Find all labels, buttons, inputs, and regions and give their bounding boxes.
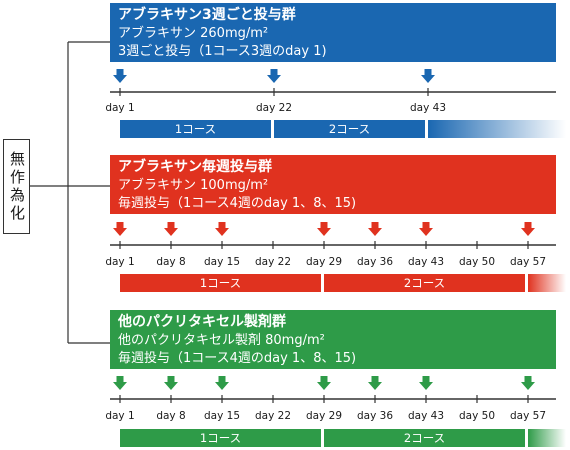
arm-schedule-line: 毎週投与（1コース4週のday 1、8、15) bbox=[118, 351, 357, 366]
arm-header-abraxane-q3w: アブラキサン3週ごと投与群 アブラキサン 260mg/m² 3週ごと投与（1コー… bbox=[110, 3, 556, 62]
dose-arrow-icon bbox=[317, 376, 331, 390]
tick-label: day 43 bbox=[408, 256, 444, 268]
tick-label: day 15 bbox=[204, 410, 240, 422]
tick-label: day 22 bbox=[255, 256, 291, 268]
dose-arrow-icon bbox=[164, 376, 178, 390]
tick-label: day 57 bbox=[510, 256, 546, 268]
tick-label: day 22 bbox=[255, 410, 291, 422]
arm-dose-line: アブラキサン 260mg/m² bbox=[118, 26, 269, 41]
dose-arrow-icon bbox=[113, 222, 127, 236]
tick-label: day 29 bbox=[306, 256, 342, 268]
tick-label: day 1 bbox=[105, 410, 134, 422]
randomization-box: 無作為化 bbox=[3, 139, 30, 234]
tick-label: day 8 bbox=[156, 256, 185, 268]
cycle-bar bbox=[324, 429, 525, 447]
arm-title: アブラキサン3週ごと投与群 bbox=[118, 7, 296, 23]
cycle-label: 2コース bbox=[329, 122, 370, 136]
tick-label: day 50 bbox=[459, 410, 495, 422]
tick-label: day 1 bbox=[105, 256, 134, 268]
arm-title: アブラキサン毎週投与群 bbox=[118, 159, 272, 175]
cycle-bar bbox=[120, 120, 271, 138]
dose-arrow-icon bbox=[215, 222, 229, 236]
cycle-label: 1コース bbox=[200, 276, 241, 290]
dose-arrow-icon bbox=[421, 69, 435, 83]
cycle-bar bbox=[274, 120, 425, 138]
dose-arrow-icon bbox=[521, 222, 535, 236]
dose-arrow-icon bbox=[113, 69, 127, 83]
dose-arrow-icon bbox=[164, 222, 178, 236]
dose-arrow-icon bbox=[317, 222, 331, 236]
tick-label: day 8 bbox=[156, 410, 185, 422]
tick-label: day 1 bbox=[105, 102, 134, 114]
dose-arrow-icon bbox=[368, 376, 382, 390]
dose-arrow-icon bbox=[267, 69, 281, 83]
cycle-label: 2コース bbox=[404, 276, 445, 290]
dose-arrow-icon bbox=[419, 376, 433, 390]
arm-dose-line: アブラキサン 100mg/m² bbox=[118, 178, 269, 193]
cycle-bar bbox=[120, 429, 321, 447]
arm-schedule-line: 毎週投与（1コース4週のday 1、8、15) bbox=[118, 196, 357, 211]
cycle-label: 2コース bbox=[404, 431, 445, 445]
continuation-bar bbox=[528, 429, 566, 447]
continuation-bar bbox=[528, 274, 566, 292]
tick-label: day 29 bbox=[306, 410, 342, 422]
arm-header-other-paclitaxel: 他のパクリタキセル製剤群 他のパクリタキセル製剤 80mg/m² 毎週投与（1コ… bbox=[110, 310, 556, 369]
arm-header-abraxane-weekly: アブラキサン毎週投与群 アブラキサン 100mg/m² 毎週投与（1コース4週の… bbox=[110, 155, 556, 214]
dose-arrow-icon bbox=[521, 376, 535, 390]
arm-dose-line: 他のパクリタキセル製剤 80mg/m² bbox=[118, 333, 325, 348]
tick-label: day 57 bbox=[510, 410, 546, 422]
tick-label: day 15 bbox=[204, 256, 240, 268]
tick-label: day 43 bbox=[410, 102, 446, 114]
dose-arrow-icon bbox=[215, 376, 229, 390]
tick-label: day 22 bbox=[256, 102, 292, 114]
continuation-bar bbox=[428, 120, 566, 138]
arm-title: 他のパクリタキセル製剤群 bbox=[118, 314, 286, 330]
arm-schedule-line: 3週ごと投与（1コース3週のday 1) bbox=[118, 44, 327, 59]
cycle-label: 1コース bbox=[200, 431, 241, 445]
tick-label: day 36 bbox=[357, 410, 393, 422]
dose-arrow-icon bbox=[113, 376, 127, 390]
dose-arrow-icon bbox=[419, 222, 433, 236]
cycle-label: 1コース bbox=[175, 122, 216, 136]
tick-label: day 50 bbox=[459, 256, 495, 268]
dose-arrow-icon bbox=[368, 222, 382, 236]
cycle-bar bbox=[324, 274, 525, 292]
randomization-label: 無作為化 bbox=[8, 150, 26, 223]
cycle-bar bbox=[120, 274, 321, 292]
tick-label: day 43 bbox=[408, 410, 444, 422]
tick-label: day 36 bbox=[357, 256, 393, 268]
